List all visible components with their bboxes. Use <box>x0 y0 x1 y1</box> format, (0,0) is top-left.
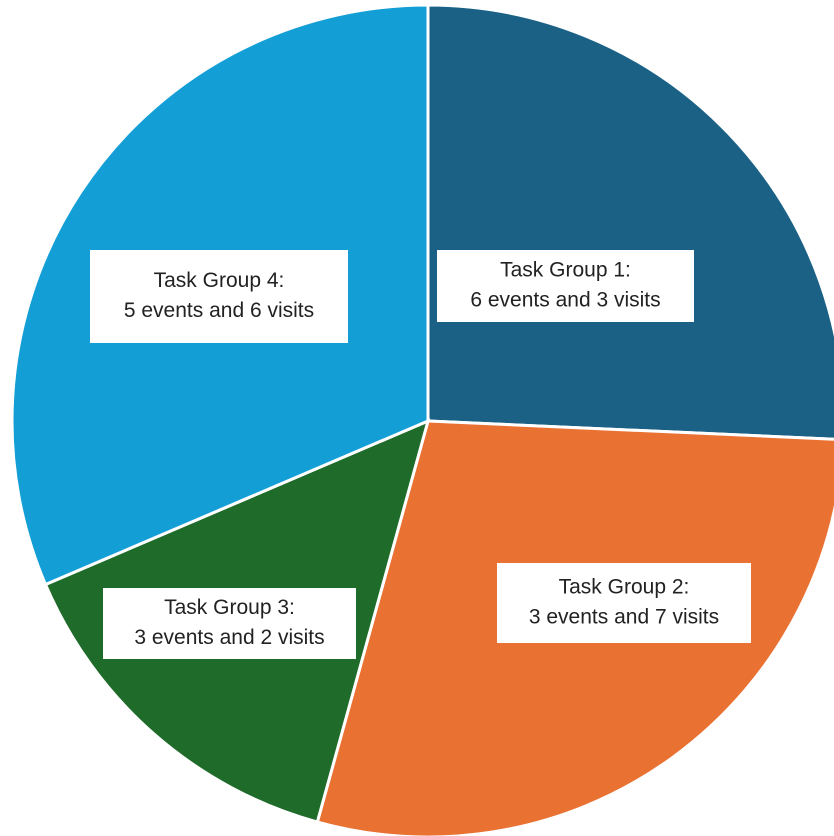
label-box <box>103 588 356 659</box>
slice-label: 3 events and 7 visits <box>529 606 719 629</box>
label-box <box>497 563 751 643</box>
slice-label: 6 events and 3 visits <box>470 289 660 312</box>
pie-slice <box>426 3 834 441</box>
slice-label: Task Group 4: <box>154 269 285 292</box>
slice-label: Task Group 3: <box>164 596 295 619</box>
slice-label: Task Group 2: <box>559 576 690 599</box>
slice-label: Task Group 1: <box>500 259 631 282</box>
label-box <box>437 250 694 322</box>
slice-label: 3 events and 2 visits <box>134 626 324 649</box>
label-box <box>90 250 348 343</box>
slice-label: 5 events and 6 visits <box>124 299 314 322</box>
